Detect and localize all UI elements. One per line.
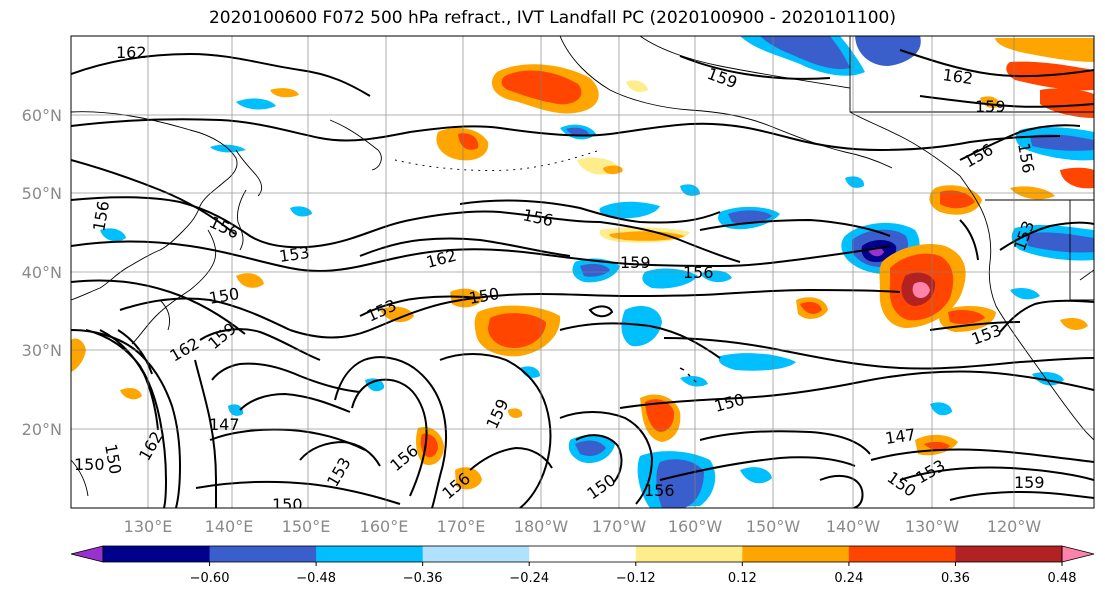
ivt-shading bbox=[71, 36, 1094, 508]
colorbar-tick-label: −0.36 bbox=[403, 571, 443, 586]
contour-labels: 162 159 162 159 156 156 156 156 153 156 … bbox=[74, 43, 1045, 514]
contour-label: 162 bbox=[116, 43, 147, 62]
colorbar-tick-label: 0.36 bbox=[941, 571, 970, 586]
colorbar: −0.60 −0.48 −0.36 −0.24 −0.12 0.12 0.24 0.36 0.4… bbox=[70, 545, 1095, 586]
lon-label-170w: 170°W bbox=[592, 517, 647, 536]
contour-label: 150 bbox=[74, 455, 105, 474]
contour-label: 147 bbox=[884, 425, 917, 448]
contour-label: 159 bbox=[620, 253, 651, 272]
coastlines bbox=[71, 36, 1094, 497]
lon-label-120w: 120°W bbox=[987, 517, 1042, 536]
contour-label: 159 bbox=[975, 97, 1006, 116]
lon-label-150e: 150°E bbox=[282, 517, 331, 536]
plot-frame bbox=[70, 35, 1095, 509]
lon-label-150w: 150°W bbox=[746, 517, 801, 536]
lon-label-160w: 160°W bbox=[668, 517, 723, 536]
contour-label: 150 bbox=[272, 495, 303, 514]
colorbar-cell bbox=[529, 546, 637, 562]
lat-label-60n: 60°N bbox=[22, 106, 62, 125]
colorbar-cell bbox=[848, 546, 956, 562]
colorbar-cell bbox=[316, 546, 424, 562]
longitude-labels: 130°E 140°E 150°E 160°E 170°E 180°W 170°… bbox=[124, 517, 1042, 536]
contour-label: 156 bbox=[683, 263, 714, 282]
lat-label-40n: 40°N bbox=[22, 263, 62, 282]
refractivity-contours bbox=[71, 49, 1094, 508]
colorbar-tick-label: −0.24 bbox=[509, 571, 549, 586]
map-title: 2020100600 F072 500 hPa refract., IVT La… bbox=[208, 8, 896, 28]
colorbar-cell bbox=[955, 546, 1063, 562]
contour-label: 159 bbox=[1014, 473, 1045, 492]
contour-label: 147 bbox=[209, 415, 240, 434]
lon-label-130w: 130°W bbox=[905, 517, 960, 536]
colorbar-tick-label: −0.12 bbox=[616, 571, 656, 586]
lat-label-30n: 30°N bbox=[22, 341, 62, 360]
lon-label-140w: 140°W bbox=[826, 517, 881, 536]
colorbar-cell bbox=[635, 546, 743, 562]
lon-label-180w: 180°W bbox=[514, 517, 569, 536]
colorbar-cell bbox=[209, 546, 317, 562]
lon-label-170e: 170°E bbox=[437, 517, 486, 536]
contour-label: 162 bbox=[941, 65, 974, 88]
lat-label-20n: 20°N bbox=[22, 420, 62, 439]
lat-label-50n: 50°N bbox=[22, 184, 62, 203]
colorbar-tick-label: −0.60 bbox=[190, 571, 230, 586]
colorbar-cell bbox=[422, 546, 530, 562]
contour-label: 156 bbox=[644, 481, 675, 500]
colorbar-tick-label: 0.24 bbox=[834, 571, 863, 586]
colorbar-extend-low bbox=[70, 545, 104, 563]
colorbar-tick-label: −0.48 bbox=[296, 571, 336, 586]
colorbar-tick-label: 0.48 bbox=[1048, 571, 1077, 586]
latitude-labels: 60°N 50°N 40°N 30°N 20°N bbox=[22, 106, 62, 439]
graticule bbox=[71, 36, 1094, 508]
colorbar-frame bbox=[102, 545, 1063, 563]
contour-label: 153 bbox=[278, 243, 311, 266]
colorbar-tick-label: 0.12 bbox=[728, 571, 757, 586]
colorbar-extend-high bbox=[1061, 545, 1095, 563]
lon-label-140e: 140°E bbox=[205, 517, 254, 536]
lon-label-160e: 160°E bbox=[360, 517, 409, 536]
lon-label-130e: 130°E bbox=[124, 517, 173, 536]
colorbar-cell bbox=[103, 546, 211, 562]
colorbar-cell bbox=[742, 546, 850, 562]
